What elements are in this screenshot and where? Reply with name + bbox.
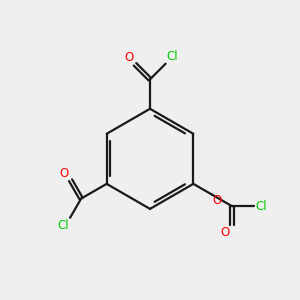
Text: O: O — [213, 194, 222, 207]
Text: Cl: Cl — [57, 219, 69, 232]
Text: O: O — [124, 51, 134, 64]
Text: Cl: Cl — [255, 200, 267, 213]
Text: Cl: Cl — [167, 50, 178, 63]
Text: O: O — [220, 226, 230, 239]
Text: O: O — [59, 167, 68, 180]
